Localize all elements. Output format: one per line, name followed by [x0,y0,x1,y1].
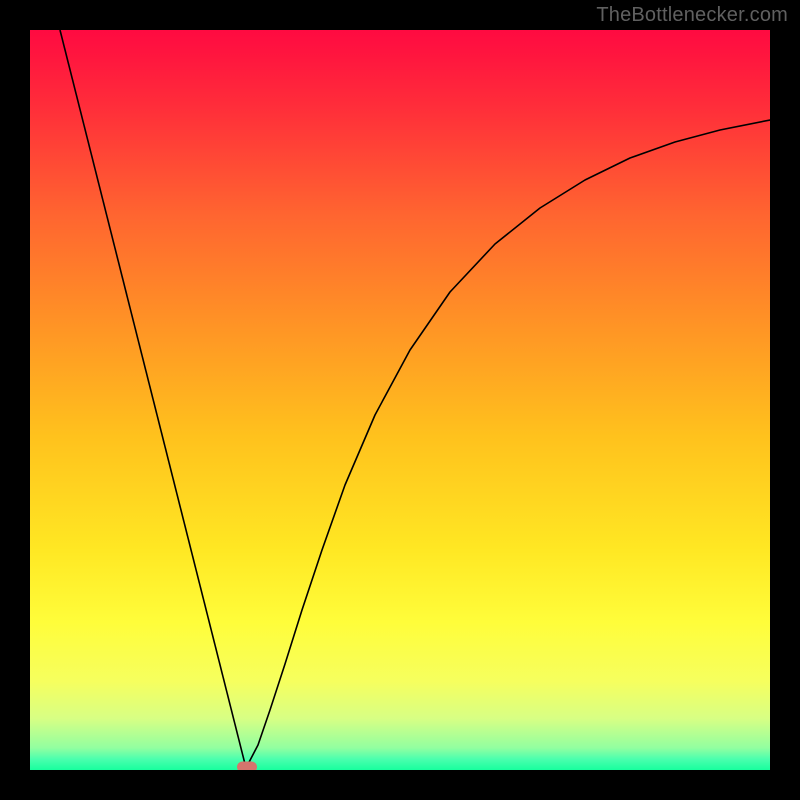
watermark-label: TheBottlenecker.com [596,4,788,27]
chart-frame: TheBottlenecker.com [0,0,800,800]
gradient-background [30,30,770,770]
chart-svg [0,0,800,800]
